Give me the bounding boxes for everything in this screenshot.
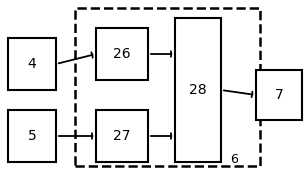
Bar [175, 18, 221, 162]
Text: 6: 6 [230, 153, 238, 166]
Text: 26: 26 [113, 47, 131, 61]
Bar [96, 110, 148, 162]
Text: 28: 28 [189, 83, 207, 97]
Bar [75, 8, 260, 166]
Text: 7: 7 [275, 88, 283, 102]
Text: 27: 27 [113, 129, 131, 143]
Bar [256, 70, 302, 120]
Bar [96, 28, 148, 80]
Bar [8, 38, 56, 90]
Text: 4: 4 [28, 57, 36, 71]
Bar [8, 110, 56, 162]
Text: 5: 5 [28, 129, 36, 143]
